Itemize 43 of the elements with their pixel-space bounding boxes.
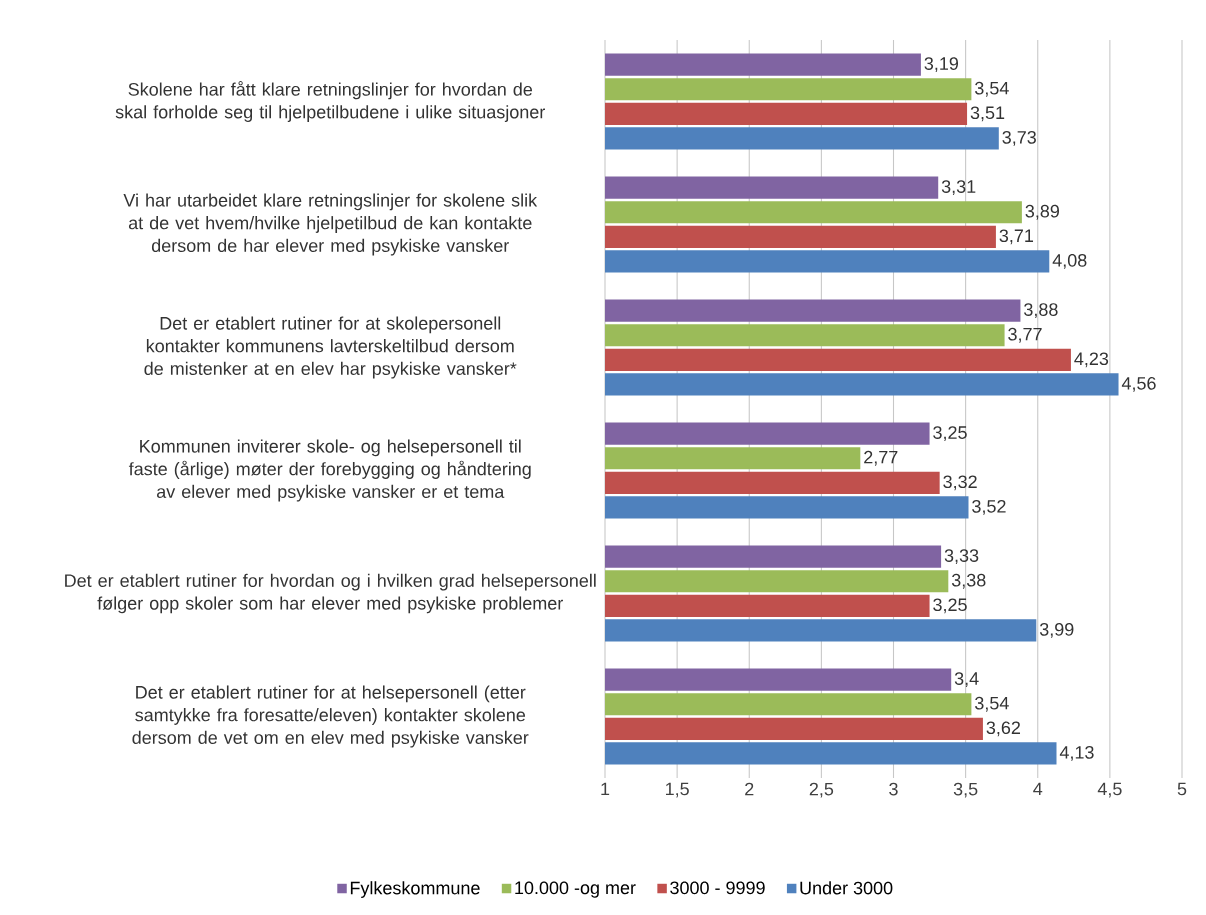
y-tick-label: Vi har utarbeidet klare retningslinjer for skolene slik at de vet hvem/hvilke hjelpetilbud de kan kontakte dersom de har elever med psykiske vansker bbox=[123, 193, 538, 256]
data-label: 3,88 bbox=[1024, 303, 1058, 319]
data-label: 3,71 bbox=[999, 229, 1034, 245]
y-tick-label: Kommunen inviterer skole- og helsepersonell til faste (årlige) møter der forebygging og håndtering av elever med psykiske vansker er et tema bbox=[128, 439, 531, 502]
data-label: 3,73 bbox=[1002, 130, 1036, 146]
y-tick-label: Det er etablert rutiner for at skolepersonell kontakter kommunens lavterskeltilbud dersom de mistenker at en elev har psykiske vansker* bbox=[144, 316, 517, 379]
data-label: 3,25 bbox=[933, 598, 967, 614]
data-label: 3,19 bbox=[924, 57, 959, 73]
data-label: 3,32 bbox=[943, 475, 977, 491]
x-tick-label: 5 bbox=[1177, 782, 1187, 796]
data-label: 4,23 bbox=[1074, 352, 1109, 368]
data-label: 3,38 bbox=[951, 573, 986, 589]
legend-label: Fylkeskommune bbox=[350, 881, 480, 898]
x-tick-label: 2 bbox=[745, 782, 754, 796]
y-tick-label: Det er etablert rutiner for at helsepersonell (etter samtykke fra foresatte/eleven) kontakter skolene dersom de vet om en elev med psykiske vansker bbox=[132, 685, 529, 748]
data-label: 3,52 bbox=[972, 499, 1006, 515]
x-tick-label: 4 bbox=[1033, 782, 1043, 796]
data-label: 4,13 bbox=[1059, 745, 1094, 761]
data-label: 4,56 bbox=[1121, 376, 1156, 392]
data-label: 3,4 bbox=[954, 672, 979, 688]
data-label: 3,54 bbox=[975, 696, 1009, 712]
legend-label: Under 3000 bbox=[800, 881, 893, 895]
data-label: 3,31 bbox=[941, 180, 976, 196]
x-tick-label: 1,5 bbox=[665, 782, 689, 798]
data-label: 3,89 bbox=[1025, 204, 1059, 220]
data-label: 3,25 bbox=[933, 426, 967, 442]
x-tick-label: 1 bbox=[601, 782, 610, 796]
y-tick-label: Skolene har fått klare retningslinjer for hvordan de skal forholde seg til hjelpetilbudene i ulike situasjoner bbox=[115, 81, 545, 122]
data-label: 3,51 bbox=[970, 106, 1005, 122]
data-label: 3,33 bbox=[944, 549, 979, 565]
data-label: 4,08 bbox=[1052, 253, 1087, 269]
y-tick-label: Det er etablert rutiner for hvordan og i hvilken grad helsepersonell følger opp skoler som har elever med psykiske problemer bbox=[65, 573, 596, 614]
data-label: 3,62 bbox=[986, 721, 1021, 737]
x-tick-label: 3,5 bbox=[953, 782, 978, 798]
x-tick-label: 3 bbox=[889, 782, 898, 796]
x-tick-label: 4,5 bbox=[1097, 782, 1122, 798]
legend-label: 10.000 -og mer bbox=[515, 881, 636, 898]
data-label: 3,54 bbox=[975, 81, 1009, 97]
legend-label: 3000 - 9999 bbox=[670, 881, 765, 895]
data-label: 3,77 bbox=[1008, 327, 1042, 343]
x-tick-label: 2,5 bbox=[809, 782, 834, 798]
data-label: 2,77 bbox=[864, 450, 898, 466]
data-label: 3,99 bbox=[1039, 622, 1074, 638]
